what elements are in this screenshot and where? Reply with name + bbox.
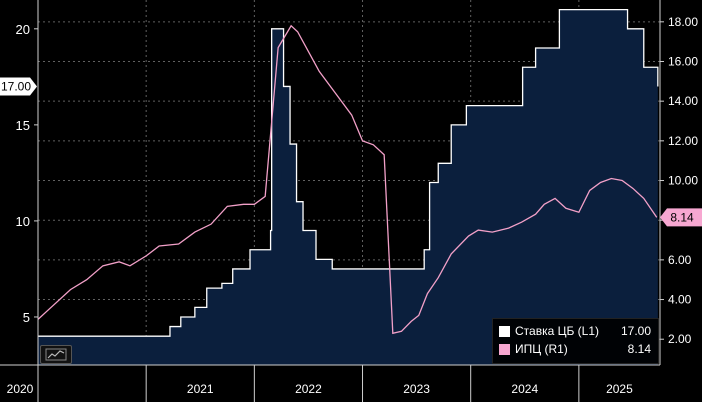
legend-value-key-rate: 17.00 <box>620 324 651 338</box>
left-tick-label-3: 20 <box>16 22 30 37</box>
right-tick-label-5: 12.00 <box>668 134 698 148</box>
x-tick-label-5: 2025 <box>606 382 633 396</box>
right-tick-label-2: 6.00 <box>668 253 692 267</box>
legend-label-cpi: ИПЦ (R1) <box>515 342 568 356</box>
key-rate-value-badge <box>0 77 37 96</box>
right-tick-label-8: 18.00 <box>668 15 698 29</box>
key-rate-area <box>38 9 658 366</box>
cpi-line <box>37 24 658 335</box>
key-rate-value-badge-label: 17.00 <box>1 79 31 93</box>
legend-item-key-rate: Ставка ЦБ (L1) 17.00 <box>499 324 651 340</box>
left-tick-label-2: 15 <box>16 118 30 133</box>
x-tick-label-1: 2021 <box>187 382 214 396</box>
right-tick-label-4: 10.00 <box>668 174 698 188</box>
line-chart-icon <box>45 348 67 361</box>
legend-value-cpi: 8.14 <box>627 342 651 356</box>
right-tick-label-7: 16.00 <box>668 54 698 68</box>
key-rate-line <box>38 8 659 337</box>
legend-item-cpi: ИПЦ (R1) 8.14 <box>499 342 651 358</box>
value-badges: 17.00 8.14 <box>0 77 702 227</box>
x-tick-label-3: 2023 <box>403 382 430 396</box>
right-tick-label-1: 4.00 <box>668 293 692 307</box>
x-tick-label-0: 2020 <box>7 382 34 396</box>
legend: Ставка ЦБ (L1) 17.00 ИПЦ (R1) 8.14 <box>492 318 659 364</box>
legend-label-key-rate: Ставка ЦБ (L1) <box>515 324 600 338</box>
cpi-value-badge <box>660 208 702 227</box>
legend-swatch-key-rate <box>499 326 510 337</box>
left-tick-label-0: 5 <box>23 310 30 325</box>
series-lines <box>37 8 659 337</box>
cpi-value-badge-label: 8.14 <box>670 210 694 224</box>
key-rate-area-fill <box>38 9 658 366</box>
right-tick-label-6: 14.00 <box>668 94 698 108</box>
x-tick-label-4: 2024 <box>511 382 538 396</box>
x-tick-label-2: 2022 <box>295 382 322 396</box>
right-tick-label-0: 2.00 <box>668 332 692 346</box>
chart-toggle-button[interactable] <box>40 345 72 364</box>
left-tick-label-1: 10 <box>16 214 30 229</box>
legend-swatch-cpi <box>499 344 510 355</box>
